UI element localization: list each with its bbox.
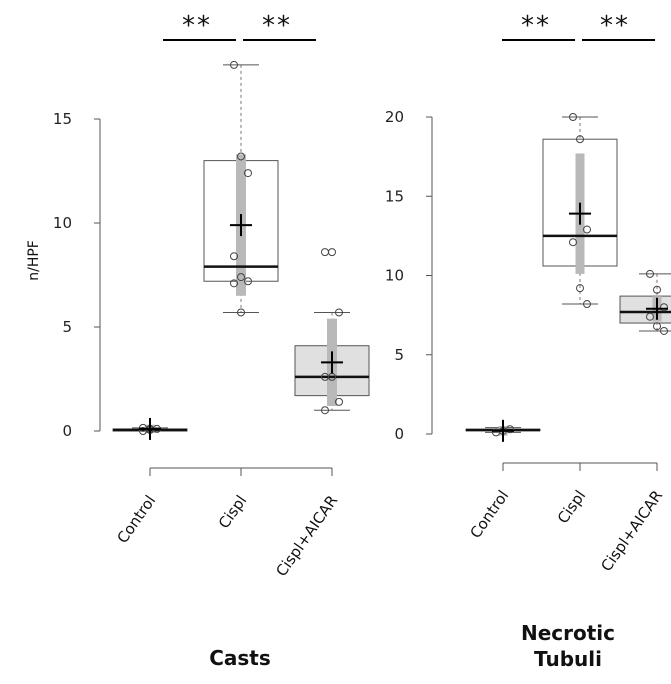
y-axis-label: n/HPF <box>26 240 42 281</box>
panel-title: Necrotic <box>521 621 615 645</box>
x-tick-label: Cispl <box>554 487 589 527</box>
data-point <box>583 225 591 234</box>
box-cispl-aicar <box>294 248 370 415</box>
x-tick-label: Control <box>466 487 512 542</box>
data-point <box>321 406 329 415</box>
data-point <box>335 397 343 406</box>
data-point <box>328 372 336 381</box>
y-tick-label: 10 <box>53 214 72 232</box>
significance-label: ** <box>600 11 630 41</box>
data-point <box>576 284 584 293</box>
x-tick-label: Cispl <box>215 492 250 532</box>
panel-title: Casts <box>209 646 271 670</box>
y-tick-label: 0 <box>62 422 72 440</box>
data-point <box>230 252 238 261</box>
y-tick-label: 10 <box>385 267 404 285</box>
data-point <box>244 277 252 286</box>
data-point <box>328 248 336 257</box>
significance-label: ** <box>521 11 551 41</box>
data-point <box>335 308 343 317</box>
data-point <box>576 135 584 144</box>
data-point <box>237 152 245 161</box>
data-point <box>653 322 661 331</box>
data-point <box>653 285 661 294</box>
y-tick-label: 5 <box>62 318 72 336</box>
box-control <box>112 417 188 440</box>
y-tick-label: 15 <box>385 187 404 205</box>
data-point <box>569 238 577 247</box>
data-point <box>506 425 514 434</box>
data-point <box>660 303 668 312</box>
data-point <box>660 326 668 335</box>
panel-necrotic-tubuli: 0 5 10 15 20 Control Cispl Cispl+AICAR ** ** Necro… <box>385 11 671 671</box>
x-tick-label: Cispl+AICAR <box>597 487 666 575</box>
data-point <box>230 60 238 69</box>
box-cispl <box>542 113 618 309</box>
data-point <box>646 269 654 278</box>
significance-label: ** <box>182 11 212 41</box>
panel-casts: 0 5 10 15 n/HPF Control Cispl Cispl+AICAR ** ** Ca… <box>26 11 370 670</box>
box-cispl <box>203 60 279 317</box>
x-tick-label: Control <box>113 492 159 547</box>
box-control <box>465 419 541 442</box>
data-point <box>237 273 245 282</box>
panel-title: Tubuli <box>534 647 602 671</box>
box-cispl-aicar <box>619 269 671 335</box>
data-point <box>237 308 245 317</box>
x-tick-label: Cispl+AICAR <box>272 492 341 580</box>
data-point <box>646 312 654 321</box>
data-point <box>569 113 577 121</box>
y-tick-label: 5 <box>394 346 404 364</box>
data-point <box>583 300 591 309</box>
significance-label: ** <box>262 11 292 41</box>
y-tick-label: 0 <box>394 425 404 443</box>
data-point <box>321 248 329 257</box>
y-tick-label: 20 <box>385 108 404 126</box>
y-tick-label: 15 <box>53 110 72 128</box>
data-point <box>244 169 252 178</box>
data-point <box>230 279 238 288</box>
